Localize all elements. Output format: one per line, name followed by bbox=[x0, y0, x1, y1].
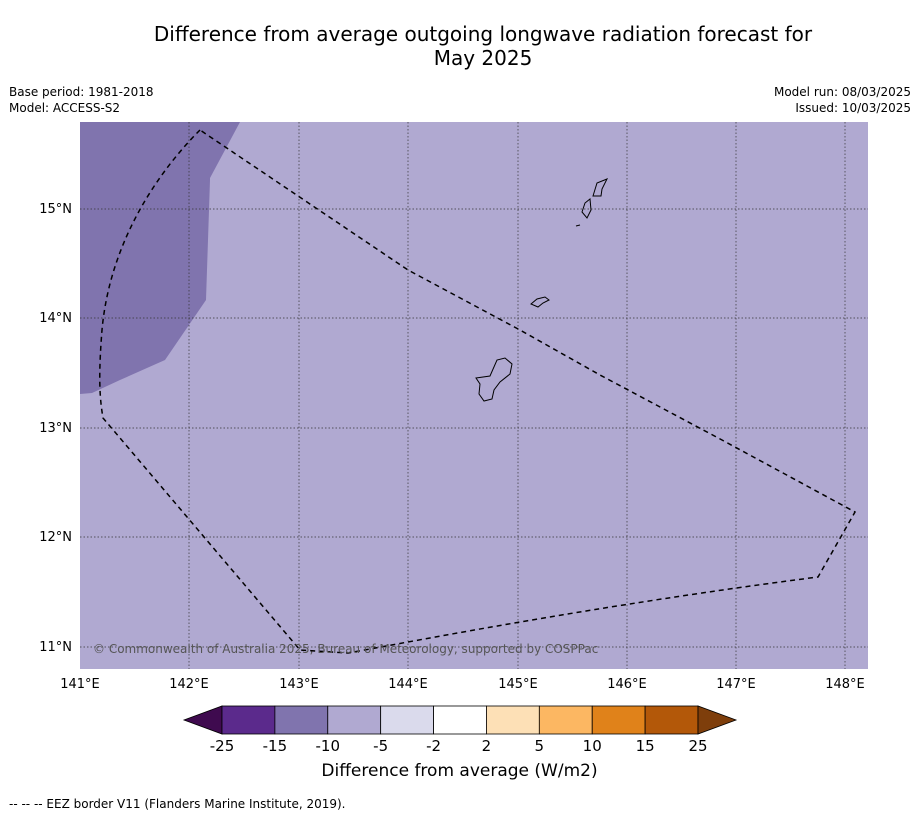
title-line-1: Difference from average outgoing longwav… bbox=[153, 22, 813, 46]
colorbar: -25 -15 -10 -5 -2 2 5 10 15 25 bbox=[182, 705, 738, 755]
model-run: Model run: 08/03/2025 bbox=[773, 85, 911, 99]
eez-legend-note: -- -- -- EEZ border V11 (Flanders Marine… bbox=[9, 797, 346, 811]
lon-label-145: 145°E bbox=[498, 677, 538, 692]
colorbar-extend-high bbox=[697, 705, 738, 735]
colorbar-tick-label: 25 bbox=[688, 737, 707, 755]
colorbar-tick-label: -2 bbox=[426, 737, 441, 755]
island-guam bbox=[475, 357, 513, 402]
eez-border bbox=[99, 129, 857, 654]
island-tinian bbox=[581, 198, 592, 219]
copyright-notice: © Commonwealth of Australia 2025, Bureau… bbox=[93, 642, 598, 656]
colorbar-extend-low bbox=[182, 705, 223, 735]
longitude-labels: 141°E 142°E 143°E 144°E 145°E 146°E 147°… bbox=[60, 677, 865, 692]
colorbar-segment bbox=[274, 705, 329, 735]
latitude-labels: 15°N 14°N 13°N 12°N 11°N bbox=[39, 202, 72, 655]
gridlines bbox=[80, 122, 868, 669]
meta-left: Base period: 1981-2018 Model: ACCESS-S2 bbox=[9, 84, 154, 116]
colorbar-tick-label: -10 bbox=[316, 737, 341, 755]
lon-label-141: 141°E bbox=[60, 677, 100, 692]
islands bbox=[475, 178, 609, 402]
island-aguijan bbox=[575, 224, 581, 227]
lat-label-14: 14°N bbox=[39, 311, 72, 326]
meta-right: Model run: 08/03/2025 Issued: 10/03/2025 bbox=[774, 84, 911, 116]
issued-date: Issued: 10/03/2025 bbox=[795, 101, 911, 115]
colorbar-segment bbox=[486, 705, 540, 735]
island-saipan bbox=[592, 178, 609, 197]
lat-label-12: 12°N bbox=[39, 530, 72, 545]
lon-label-148: 148°E bbox=[825, 677, 865, 692]
lon-label-144: 144°E bbox=[388, 677, 428, 692]
colorbar-tick-label: -25 bbox=[210, 737, 235, 755]
lat-label-15: 15°N bbox=[39, 202, 72, 217]
colorbar-segment bbox=[538, 705, 593, 735]
island-rota bbox=[530, 296, 550, 308]
colorbar-segment bbox=[327, 705, 382, 735]
map-panel: © Commonwealth of Australia 2025, Bureau… bbox=[80, 122, 868, 669]
anomaly-region-dark bbox=[80, 122, 240, 394]
model-name: Model: ACCESS-S2 bbox=[9, 101, 121, 115]
lat-label-13: 13°N bbox=[39, 421, 72, 436]
lon-label-143: 143°E bbox=[279, 677, 319, 692]
colorbar-tick-label: -5 bbox=[373, 737, 388, 755]
colorbar-tick-label: -15 bbox=[263, 737, 288, 755]
map-background bbox=[80, 122, 868, 669]
colorbar-tick-label: 2 bbox=[482, 737, 492, 755]
colorbar-segment bbox=[644, 705, 699, 735]
colorbar-segment bbox=[221, 705, 276, 735]
lon-label-147: 147°E bbox=[716, 677, 756, 692]
colorbar-tick-label: 5 bbox=[535, 737, 545, 755]
colorbar-segment bbox=[591, 705, 646, 735]
lon-label-146: 146°E bbox=[607, 677, 647, 692]
chart-title: Difference from average outgoing longwav… bbox=[0, 22, 919, 70]
colorbar-segment bbox=[433, 705, 487, 735]
lat-label-11: 11°N bbox=[39, 640, 72, 655]
title-line-2: May 2025 bbox=[433, 46, 533, 70]
colorbar-tick-label: 10 bbox=[583, 737, 602, 755]
colorbar-tick-label: 15 bbox=[636, 737, 655, 755]
base-period: Base period: 1981-2018 bbox=[9, 85, 154, 99]
lon-label-142: 142°E bbox=[169, 677, 209, 692]
colorbar-title: Difference from average (W/m2) bbox=[321, 761, 598, 781]
colorbar-segment bbox=[380, 705, 434, 735]
